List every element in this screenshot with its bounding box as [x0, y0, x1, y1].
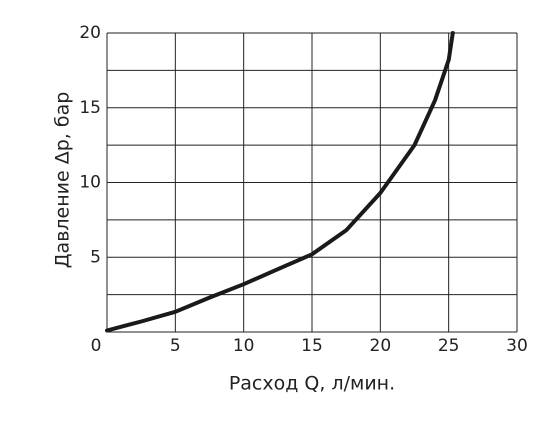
x-tick-label: 10: [233, 336, 255, 356]
y-tick-label: 10: [79, 173, 101, 193]
x-tick-label: 25: [438, 336, 460, 356]
x-tick-label: 15: [301, 336, 323, 356]
x-tick-label: 30: [506, 336, 528, 356]
line-series: [105, 31, 455, 333]
x-tick-label: 5: [170, 336, 181, 356]
y-axis-label: Давление Δp, бар: [52, 92, 74, 269]
x-tick-label: 20: [370, 336, 392, 356]
y-tick-label: 20: [79, 23, 101, 43]
y-tick-label: 5: [90, 247, 101, 267]
x-tick-label: 0: [91, 336, 102, 356]
y-tick-label: 15: [79, 98, 101, 118]
x-axis-label: Расход Q, л/мин.: [229, 373, 395, 395]
